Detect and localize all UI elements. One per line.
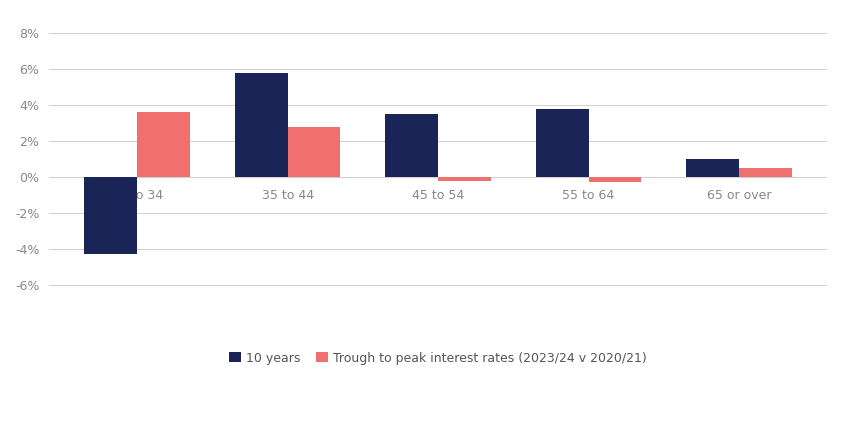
Bar: [386, 114, 438, 177]
Bar: [137, 112, 189, 177]
Bar: [739, 168, 791, 177]
Bar: [438, 177, 491, 181]
Bar: [84, 177, 137, 254]
Bar: [288, 127, 340, 177]
Bar: [686, 159, 739, 177]
Bar: [589, 177, 641, 182]
Bar: [235, 72, 288, 177]
Legend: 10 years, Trough to peak interest rates (2023/24 v 2020/21): 10 years, Trough to peak interest rates …: [224, 347, 652, 370]
Bar: [536, 108, 589, 177]
